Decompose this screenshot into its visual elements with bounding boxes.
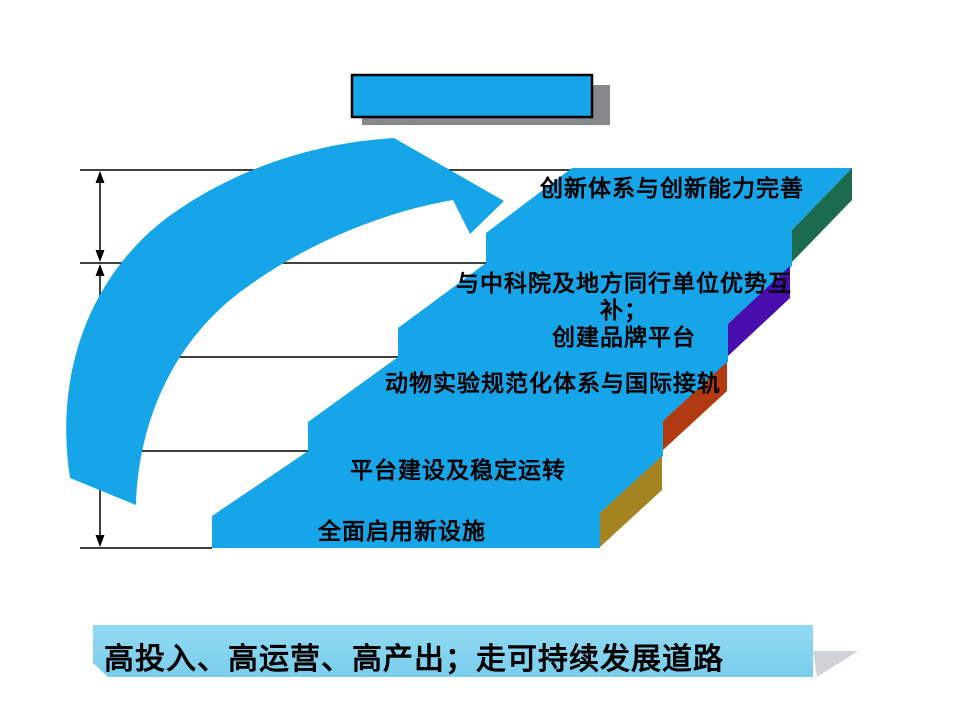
step-4-side-face xyxy=(600,456,662,547)
step-4-label: 平台建设及稳定运转 xyxy=(350,457,566,483)
banner-label: 高投入、高运营、高产出；走可持续发展道路 xyxy=(104,643,724,676)
banner-box xyxy=(93,625,813,677)
step-3-label: 动物实验规范化体系与国际接轨 xyxy=(385,370,721,396)
staircase-front xyxy=(212,168,852,548)
step-1-label: 创新体系与创新能力完善 xyxy=(540,175,804,201)
step-1-side-face xyxy=(792,168,852,262)
measure-arrow-1 xyxy=(95,171,105,262)
title-box xyxy=(350,73,594,119)
step-2-label: 与中科院及地方同行单位优势互补； 创建品牌平台 xyxy=(456,270,792,350)
step-2-side-face xyxy=(728,266,790,356)
growth-arrow xyxy=(66,138,505,505)
banner-shadow xyxy=(813,651,858,677)
step-3-side-face xyxy=(663,362,727,450)
slide-title: 未来展望 xyxy=(46,2,195,39)
step-5-label: 全面启用新设施 xyxy=(318,518,486,544)
